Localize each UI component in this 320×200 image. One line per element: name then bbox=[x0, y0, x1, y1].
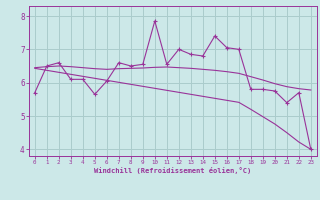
X-axis label: Windchill (Refroidissement éolien,°C): Windchill (Refroidissement éolien,°C) bbox=[94, 167, 252, 174]
